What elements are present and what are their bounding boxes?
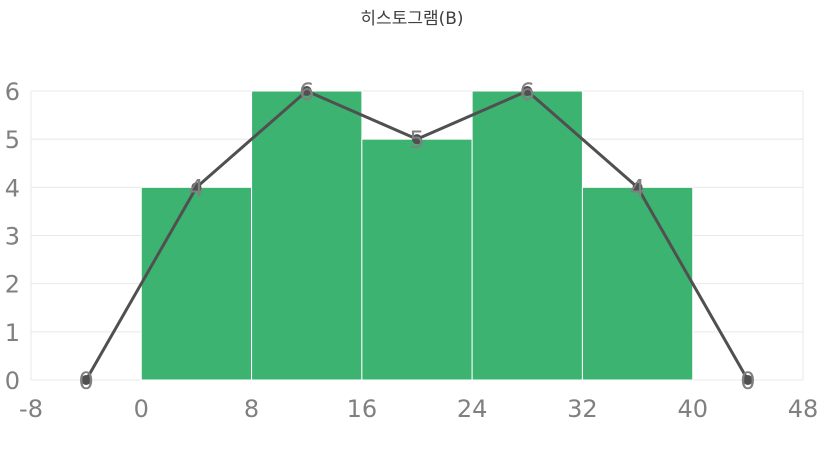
polygon-point	[522, 86, 533, 96]
x-tick-label: 16	[347, 395, 378, 423]
y-tick-label: 5	[5, 126, 20, 154]
x-tick-label: 48	[788, 395, 819, 423]
histogram-bar	[581, 186, 694, 381]
polygon-point	[81, 375, 92, 385]
data-labels: 0 4 6 5 6 4 0	[79, 78, 756, 395]
x-tick-label: 0	[134, 395, 149, 423]
y-tick-label: 3	[5, 223, 20, 251]
x-tick-label: 40	[677, 395, 708, 423]
x-tick-label: 32	[567, 395, 598, 423]
histogram-bar	[251, 90, 363, 381]
frequency-polygon	[81, 86, 753, 385]
y-tick-label: 4	[5, 174, 20, 202]
data-label: 6	[299, 78, 314, 106]
x-tick-label: -8	[19, 395, 43, 423]
chart-title: 히스토그램(B)	[360, 9, 464, 29]
y-tick-label: 6	[5, 78, 20, 106]
polygon-point	[191, 182, 202, 193]
data-label: 4	[630, 174, 645, 202]
data-label: 0	[79, 367, 94, 395]
y-tick-label: 1	[5, 319, 20, 347]
bars	[140, 90, 694, 381]
polygon-point	[301, 86, 312, 96]
histogram-bar	[471, 90, 583, 381]
data-label: 0	[740, 367, 755, 395]
histogram-bar	[140, 186, 253, 381]
polygon-point	[412, 134, 422, 145]
polygon-point	[742, 375, 753, 385]
data-label: 5	[409, 126, 424, 154]
y-tick-label: 2	[5, 271, 20, 299]
data-label: 6	[520, 78, 535, 106]
data-label: 4	[189, 174, 204, 202]
y-tick-label: 0	[5, 367, 20, 395]
x-tick-label: 24	[457, 395, 488, 423]
polygon-point	[632, 182, 643, 193]
histogram-bar	[361, 138, 473, 381]
x-tick-label: 8	[244, 395, 259, 423]
